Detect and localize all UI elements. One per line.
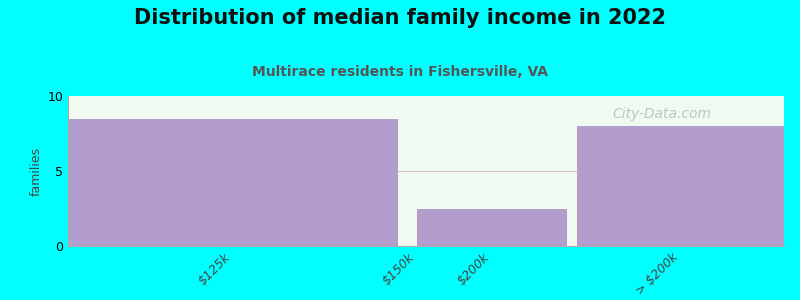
Text: Multirace residents in Fishersville, VA: Multirace residents in Fishersville, VA <box>252 64 548 79</box>
Text: Distribution of median family income in 2022: Distribution of median family income in … <box>134 8 666 28</box>
Y-axis label: families: families <box>30 146 43 196</box>
Bar <box>577 126 784 246</box>
Text: City-Data.com: City-Data.com <box>613 107 712 121</box>
Bar <box>417 208 567 246</box>
Bar <box>68 118 398 246</box>
